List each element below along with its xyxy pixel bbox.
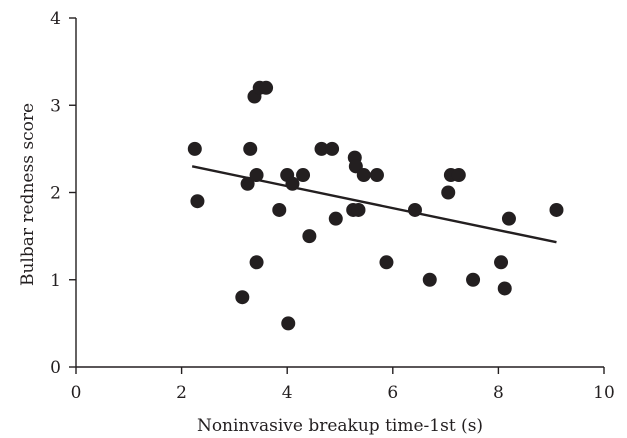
x-tick-label: 10 bbox=[593, 383, 615, 403]
x-axis-title: Noninvasive breakup time-1st (s) bbox=[197, 416, 483, 436]
data-point bbox=[501, 211, 516, 226]
data-point bbox=[441, 185, 456, 200]
x-tick-label: 6 bbox=[387, 383, 398, 403]
data-point bbox=[451, 168, 466, 183]
data-point bbox=[356, 168, 371, 183]
data-points bbox=[187, 80, 564, 331]
y-tick-label: 0 bbox=[50, 358, 61, 378]
y-tick-label: 4 bbox=[50, 9, 61, 29]
data-point bbox=[351, 202, 366, 217]
data-point bbox=[190, 194, 205, 209]
data-point bbox=[235, 290, 250, 305]
data-point bbox=[328, 211, 343, 226]
data-point bbox=[494, 255, 509, 270]
data-point bbox=[240, 176, 255, 191]
data-point bbox=[497, 281, 512, 296]
data-point bbox=[314, 141, 329, 156]
data-point bbox=[249, 255, 264, 270]
data-point bbox=[407, 202, 422, 217]
data-point bbox=[302, 229, 317, 244]
x-tick-label: 2 bbox=[176, 383, 187, 403]
data-point bbox=[285, 176, 300, 191]
data-point bbox=[422, 272, 437, 287]
y-tick-label: 3 bbox=[50, 96, 61, 116]
y-axis-ticks: 0 1 2 3 4 bbox=[50, 9, 76, 378]
data-point bbox=[325, 141, 340, 156]
y-tick-label: 1 bbox=[50, 271, 61, 291]
data-point bbox=[549, 202, 564, 217]
data-point bbox=[259, 80, 274, 95]
y-axis-title: Bulbar redness score bbox=[18, 103, 38, 286]
y-tick-label: 2 bbox=[50, 184, 61, 204]
data-point bbox=[243, 141, 258, 156]
x-axis-ticks: 0 2 4 6 8 10 bbox=[71, 367, 615, 403]
data-point bbox=[272, 202, 287, 217]
x-tick-label: 0 bbox=[71, 383, 82, 403]
data-point bbox=[379, 255, 394, 270]
axes bbox=[75, 18, 604, 368]
data-point bbox=[369, 168, 384, 183]
data-point bbox=[281, 316, 296, 331]
data-point bbox=[187, 141, 202, 156]
data-point bbox=[466, 272, 481, 287]
x-tick-label: 8 bbox=[493, 383, 504, 403]
data-point bbox=[249, 168, 264, 183]
x-tick-label: 4 bbox=[282, 383, 293, 403]
data-point bbox=[296, 168, 311, 183]
